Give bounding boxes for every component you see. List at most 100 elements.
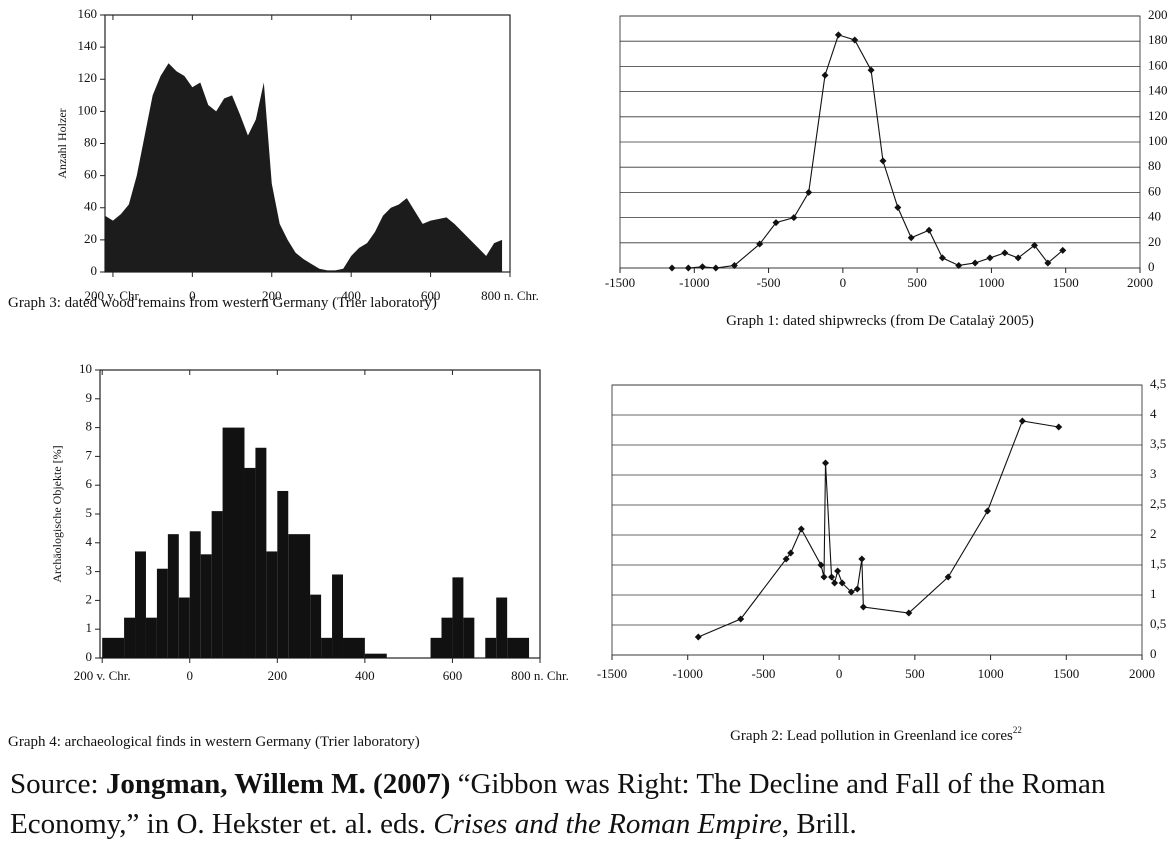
marker	[905, 609, 913, 617]
bar	[145, 617, 157, 658]
y-tick-label: 40	[1148, 209, 1161, 224]
source-text: “Gibbon was Right: The Decline and Fall …	[10, 768, 1106, 840]
x-tick-label: 200 v. Chr.	[84, 288, 141, 303]
marker	[853, 585, 861, 593]
y-tick-label: 20	[1148, 234, 1161, 249]
y-tick-label: 100	[78, 102, 98, 117]
y-tick-label: 4,5	[1150, 376, 1166, 391]
y-tick-label: 200	[1148, 7, 1168, 22]
y-tick-label: 8	[86, 419, 93, 434]
marker	[790, 214, 798, 222]
marker	[737, 615, 745, 623]
bar	[277, 490, 289, 658]
x-tick-label: -1500	[597, 666, 627, 681]
y-tick-label: 120	[78, 70, 98, 85]
bar	[211, 511, 223, 658]
y-tick-label: 100	[1148, 133, 1168, 148]
x-tick-label: 800 n. Chr.	[481, 288, 539, 303]
source-book: Crises and the Roman Empire	[433, 808, 782, 840]
bar	[441, 617, 453, 658]
x-tick-label: -1000	[679, 275, 709, 290]
marker	[867, 66, 875, 74]
bar	[321, 637, 333, 658]
y-tick-label: 160	[78, 6, 98, 21]
marker	[944, 573, 952, 581]
y-tick-label: 60	[84, 167, 97, 182]
y-tick-label: 2	[1150, 526, 1157, 541]
plot-frame	[611, 384, 1143, 656]
y-tick-label: 60	[1148, 183, 1161, 198]
y-tick-label: 120	[1148, 108, 1168, 123]
bar	[255, 447, 267, 658]
marker	[879, 157, 887, 165]
bar	[463, 617, 475, 658]
y-tick-label: 1	[86, 620, 93, 635]
marker	[894, 204, 902, 212]
x-tick-label: 400	[355, 668, 375, 683]
source-prefix: Source:	[10, 768, 99, 800]
marker	[925, 226, 933, 234]
bar	[342, 637, 365, 658]
y-tick-label: 9	[86, 390, 93, 405]
marker	[820, 573, 828, 581]
y-tick-label: 0	[1148, 259, 1155, 274]
y-tick-label: 180	[1148, 32, 1168, 47]
x-tick-label: 200	[268, 668, 288, 683]
marker	[756, 240, 764, 248]
source: Source: Jongman, Willem M. (2007) “Gibbo…	[10, 764, 1170, 844]
y-tick-label: 0	[86, 649, 93, 664]
marker	[782, 555, 790, 563]
y-tick-label: 80	[84, 134, 97, 149]
marker	[668, 264, 676, 272]
x-tick-label: -500	[752, 666, 776, 681]
marker	[1001, 249, 1009, 257]
marker	[698, 263, 706, 271]
marker	[834, 567, 842, 575]
marker	[955, 261, 963, 269]
marker	[984, 507, 992, 515]
bar	[364, 653, 387, 658]
x-tick-label: 800 n. Chr.	[511, 668, 569, 683]
marker	[772, 219, 780, 227]
x-tick-label: 500	[907, 275, 927, 290]
marker	[712, 264, 720, 272]
y-tick-label: 160	[1148, 57, 1168, 72]
marker	[817, 561, 825, 569]
bar	[200, 554, 212, 658]
y-tick-label: 5	[86, 505, 93, 520]
marker	[834, 31, 842, 39]
caption-text: Graph 1: dated shipwrecks (from De Catal…	[726, 313, 1034, 329]
y-tick-label: 1	[1150, 586, 1157, 601]
bar	[156, 568, 168, 658]
x-tick-label: 2000	[1129, 666, 1155, 681]
marker	[938, 254, 946, 262]
y-axis-label: Archäologische Objekte [%]	[50, 445, 64, 582]
y-tick-label: 2	[86, 591, 93, 606]
y-tick-label: 3	[86, 563, 93, 578]
bar	[507, 637, 530, 658]
chart-caption: Graph 3: dated wood remains from western…	[8, 295, 437, 311]
y-tick-label: 4	[86, 534, 93, 549]
x-tick-label: 0	[836, 666, 843, 681]
y-tick-label: 140	[1148, 83, 1168, 98]
line	[698, 420, 1059, 638]
y-tick-label: 140	[78, 38, 98, 53]
x-tick-label: 0	[840, 275, 847, 290]
x-tick-label: 0	[187, 668, 194, 683]
caption-text: Graph 3: dated wood remains from western…	[8, 295, 437, 311]
caption-text: Graph 4: archaeological finds in western…	[8, 734, 420, 750]
marker	[684, 264, 692, 272]
bar	[496, 597, 508, 658]
marker	[1014, 254, 1022, 262]
bar	[452, 577, 464, 658]
y-tick-label: 2,5	[1150, 496, 1166, 511]
x-tick-label: 1000	[978, 666, 1004, 681]
y-tick-label: 10	[79, 361, 92, 376]
bar	[178, 597, 190, 658]
x-tick-label: -1500	[605, 275, 635, 290]
x-tick-label: -1000	[673, 666, 703, 681]
caption-note: 22	[1013, 725, 1022, 735]
area	[105, 63, 503, 272]
